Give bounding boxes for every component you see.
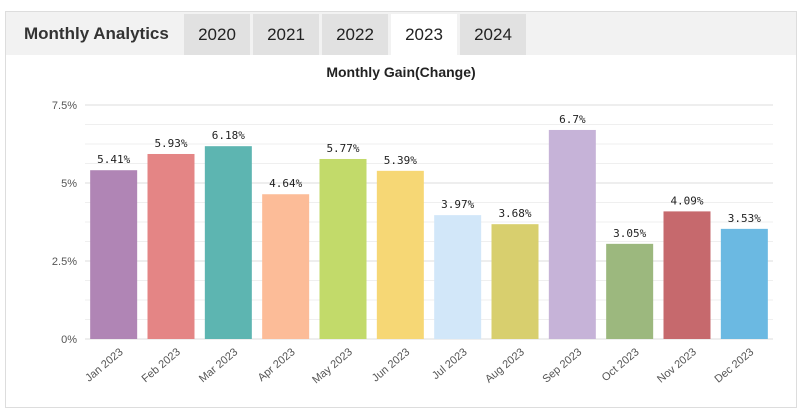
bar <box>90 170 138 339</box>
x-tick-label: Mar 2023 <box>197 346 240 385</box>
widget-title: Monthly Analytics <box>24 24 169 43</box>
bar <box>376 170 424 339</box>
tab-2024[interactable]: 2024 <box>460 14 526 55</box>
x-tick-label: Jun 2023 <box>370 346 412 384</box>
x-tick-label: May 2023 <box>310 346 355 386</box>
tab-2021[interactable]: 2021 <box>253 14 319 55</box>
data-label: 3.53% <box>728 212 761 225</box>
y-tick-label: 2.5% <box>52 256 77 268</box>
bar <box>606 243 654 339</box>
bar <box>720 228 768 339</box>
tab-2022[interactable]: 2022 <box>322 14 388 55</box>
x-tick-label: Aug 2023 <box>483 346 527 385</box>
data-label: 5.93% <box>154 137 187 150</box>
data-label: 5.77% <box>326 142 359 155</box>
data-label: 5.41% <box>97 153 130 166</box>
x-tick-label: Apr 2023 <box>256 346 298 384</box>
y-tick-label: 0% <box>61 334 77 346</box>
x-tick-label: Jul 2023 <box>430 346 470 382</box>
data-label: 3.05% <box>613 227 646 240</box>
data-label: 4.09% <box>670 194 703 207</box>
bar <box>319 158 367 339</box>
data-label: 5.39% <box>384 154 417 167</box>
x-tick-label: Sep 2023 <box>540 346 584 385</box>
bar <box>147 153 195 339</box>
bar <box>663 211 711 339</box>
data-label: 4.64% <box>269 177 302 190</box>
data-label: 6.7% <box>559 113 586 126</box>
x-tick-label: Feb 2023 <box>140 346 183 385</box>
bar <box>548 129 596 339</box>
y-tick-label: 7.5% <box>52 100 77 112</box>
x-tick-label: Dec 2023 <box>712 346 756 385</box>
data-label: 3.97% <box>441 198 474 211</box>
bar <box>491 224 539 339</box>
tab-2020[interactable]: 2020 <box>184 14 250 55</box>
data-label: 6.18% <box>212 129 245 142</box>
x-tick-label: Nov 2023 <box>655 346 699 385</box>
y-tick-label: 5% <box>61 178 77 190</box>
bar <box>204 146 252 339</box>
data-label: 3.68% <box>498 207 531 220</box>
tab-2023[interactable]: 2023 <box>391 14 457 55</box>
bar <box>262 194 310 339</box>
x-tick-label: Oct 2023 <box>600 346 642 384</box>
widget-header: Monthly Analytics 2020 2021 2022 2023 20… <box>6 12 796 55</box>
x-tick-label: Jan 2023 <box>83 346 125 384</box>
bar <box>434 215 482 339</box>
chart-title: Monthly Gain(Change) <box>326 64 476 80</box>
